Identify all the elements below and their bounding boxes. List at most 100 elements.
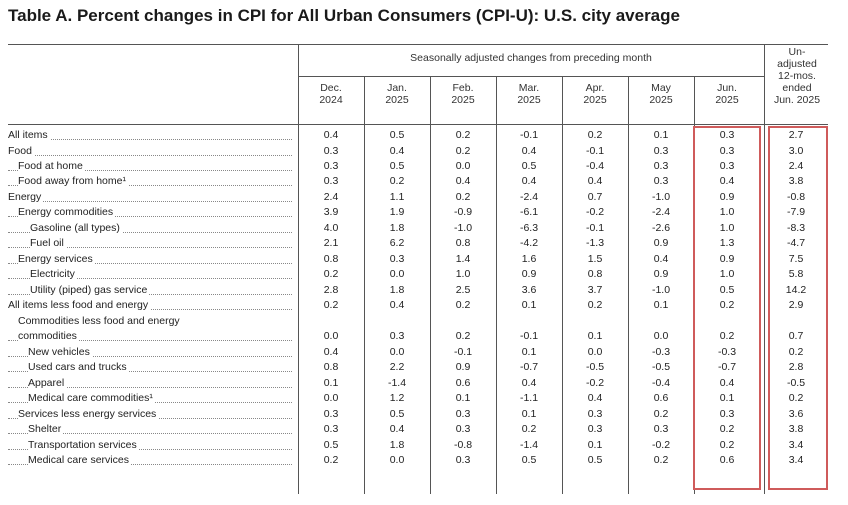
value-cell: 1.5 [587,253,603,265]
value-cell: 0.3 [455,408,471,420]
unadjusted-value-cell: 3.6 [788,408,804,420]
value-cell: 0.4 [587,392,603,404]
leader-dots [8,185,292,186]
value-cell: 1.6 [521,253,537,265]
column-header-year: 2025 [583,94,607,106]
value-cell: 0.3 [323,423,339,435]
leader-dots [8,294,292,295]
unadjusted-value-cell: 2.8 [788,361,804,373]
value-cell: 0.5 [323,439,339,451]
value-cell: 2.8 [323,284,339,296]
column-header: May 2025 [630,82,692,106]
table-row: Food away from home¹ 0.3 0.2 0.4 0.4 0.4 0.3 0.… [8,174,828,189]
row-label-text: commodities [18,330,79,342]
value-cell: 0.3 [653,145,669,157]
value-cell: 0.0 [587,346,603,358]
row-label: Gasoline (all types) [8,221,296,236]
value-cell: 0.4 [719,377,735,389]
unadjusted-value-cell: -0.5 [786,377,806,389]
value-cell: 1.1 [389,191,405,203]
value-cell: 0.4 [653,253,669,265]
row-label-text: All items [8,129,50,141]
value-cell: 0.1 [521,299,537,311]
leader-dots [8,309,292,310]
value-cell: -2.6 [651,222,671,234]
value-cell: -0.2 [585,377,605,389]
column-header-month: Jun. [717,82,737,94]
table-top-rule [8,44,828,45]
value-cell: 0.8 [587,268,603,280]
value-cell: -0.9 [453,206,473,218]
value-cell: 1.3 [719,237,735,249]
value-cell: 0.2 [719,423,735,435]
value-cell: 0.9 [455,361,471,373]
column-header-month: Jan. [387,82,407,94]
unadjusted-value-cell: 2.9 [788,299,804,311]
leader-dots [8,263,292,264]
row-label-text: Medical care services [28,454,131,466]
row-label-text: Food at home [18,160,85,172]
table-row: Energy commodities 3.9 1.9 -0.9 -6.1 -0.2 -2.4… [8,205,828,220]
unadjusted-value-cell: -0.8 [786,191,806,203]
row-label: Apparel [8,376,296,391]
value-cell: -1.3 [585,237,605,249]
row-label: Energy services [8,252,296,267]
leader-dots [8,232,292,233]
unadjusted-value-cell: 14.2 [785,284,807,296]
value-cell: 3.6 [521,284,537,296]
value-cell: 1.0 [719,222,735,234]
value-cell: 0.3 [323,408,339,420]
value-cell: 0.3 [389,253,405,265]
column-header: Jan. 2025 [366,82,428,106]
row-label-text: Transportation services [28,439,139,451]
value-cell: -0.4 [651,377,671,389]
value-cell: 0.1 [455,392,471,404]
leader-dots [8,433,292,434]
value-cell: 0.9 [521,268,537,280]
value-cell: 0.3 [719,160,735,172]
row-label: Food at home [8,159,296,174]
value-cell: 0.1 [323,377,339,389]
value-cell: 0.3 [323,145,339,157]
column-header: Jun. 2025 [696,82,758,106]
leader-dots [8,387,292,388]
table-row: Energy services 0.8 0.3 1.4 1.6 1.5 0.4 0.9 7.5 [8,252,828,267]
table-row: Energy 2.4 1.1 0.2 -2.4 0.7 -1.0 0.9 -0.8 [8,190,828,205]
value-cell: 0.4 [587,175,603,187]
value-cell: -4.2 [519,237,539,249]
value-cell: 0.4 [455,175,471,187]
value-cell: -0.2 [651,439,671,451]
leader-dots [8,371,292,372]
row-label: Shelter [8,422,296,437]
unadjusted-value-cell: -4.7 [786,237,806,249]
column-header-month: Apr. [585,82,605,94]
row-label-text: Shelter [28,423,64,435]
table-row: Services less energy services 0.3 0.5 0.3 0.… [8,407,828,422]
unadjusted-value-cell: -7.9 [786,206,806,218]
value-cell: 0.3 [719,408,735,420]
value-cell: 0.8 [323,253,339,265]
leader-dots [8,170,292,171]
leader-dots [8,464,292,465]
value-cell: 0.4 [389,299,405,311]
value-cell: -6.3 [519,222,539,234]
value-cell: 0.5 [389,408,405,420]
table-row: Used cars and trucks 0.8 2.2 0.9 -0.7 -0.5 -0.… [8,360,828,375]
row-label-text: Fuel oil [30,237,66,249]
column-header-year: 2025 [385,94,409,106]
row-label: New vehicles [8,345,296,360]
cpi-table: Seasonally adjusted changes from precedi… [8,44,828,494]
leader-dots [8,139,292,140]
value-cell: 0.1 [587,330,603,342]
value-cell: 0.6 [653,392,669,404]
value-cell: 0.3 [455,454,471,466]
value-cell: 1.0 [719,268,735,280]
leader-dots [8,155,292,156]
row-label: Medical care commodities¹ [8,391,296,406]
value-cell: -0.3 [717,346,737,358]
row-label: All items [8,128,296,143]
value-cell: 0.4 [323,129,339,141]
value-cell: 0.6 [455,377,471,389]
value-cell: 0.2 [719,299,735,311]
value-cell: 0.3 [719,129,735,141]
